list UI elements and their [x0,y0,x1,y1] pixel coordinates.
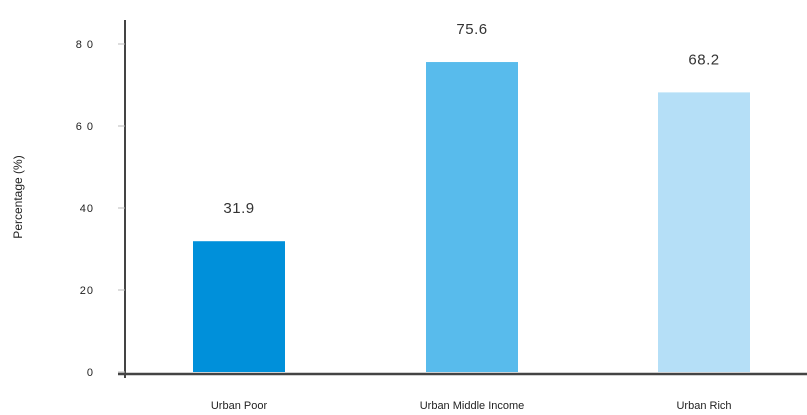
bars [193,62,750,372]
value-labels: 31.9 75.6 68.2 [223,21,719,217]
data-label: 75.6 [456,21,487,38]
data-label: 68.2 [688,51,719,68]
x-tick-label: Urban Rich [676,400,731,412]
y-tick-label: 6 0 [76,121,94,133]
x-tick-label: Urban Middle Income [420,400,525,412]
y-tick-label: 0 [87,367,94,379]
x-tick-label: Urban Poor [211,400,268,412]
x-axis: Urban Poor Urban Middle Income Urban Rich [118,372,807,412]
y-tick-label: 40 [80,203,94,215]
y-axis-title: Percentage (%) [11,155,25,238]
data-label: 31.9 [223,200,254,217]
y-tick-label: 20 [80,285,94,297]
y-tick-label: 8 0 [76,39,94,51]
bar [193,241,285,372]
bar [658,92,750,372]
bar [426,62,518,372]
y-axis: 0 20 40 6 0 8 0 [76,20,126,379]
